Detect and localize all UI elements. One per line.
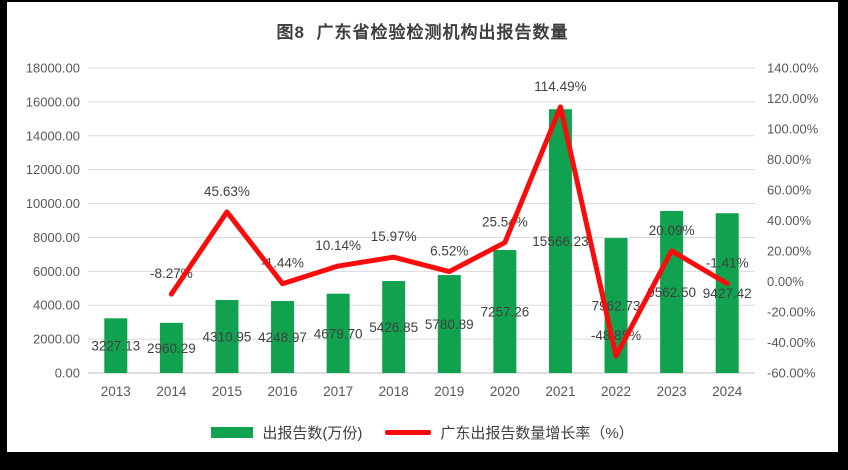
- bar-2018: [382, 281, 406, 373]
- right-axis-tick-80: 80.00%: [767, 152, 812, 167]
- left-axis-tick-2000: 2000.00: [33, 332, 80, 347]
- pct-label-2015: 45.63%: [204, 184, 250, 199]
- chart-title: 图8 广东省检验检测机构出报告数量: [276, 23, 569, 42]
- right-axis-tick-0: 0.00%: [767, 274, 804, 289]
- right-axis-tick-120: 120.00%: [767, 91, 819, 106]
- right-axis-tick-60: 60.00%: [767, 183, 812, 198]
- bar-2021: [548, 109, 572, 373]
- bar-2024: [715, 213, 739, 373]
- legend: 出报告数(万份) 广东出报告数量增长率（%）: [7, 422, 838, 443]
- bar-label-2015: 4310.95: [203, 329, 252, 344]
- bar-label-2020: 7257.26: [480, 305, 529, 320]
- right-axis-tick--40: -40.00%: [767, 335, 816, 350]
- right-axis-tick-100: 100.00%: [767, 122, 819, 137]
- left-axis-tick-16000: 16000.00: [26, 94, 80, 109]
- pct-label-2024: -1.41%: [706, 256, 749, 271]
- bar-label-2014: 2960.29: [147, 341, 196, 356]
- bar-2020: [493, 250, 517, 373]
- bar-label-2017: 4679.70: [314, 326, 363, 341]
- pct-label-2020: 25.54%: [482, 215, 528, 230]
- bar-label-2013: 3227.13: [91, 339, 140, 354]
- growth-rate-line: [168, 104, 730, 359]
- bar-label-2019: 5780.89: [425, 317, 474, 332]
- left-axis-tick-12000: 12000.00: [26, 162, 80, 177]
- pct-label-2018: 15.97%: [371, 229, 417, 244]
- pct-label-2017: 10.14%: [315, 238, 361, 253]
- pct-label-2022: -48.85%: [591, 328, 641, 343]
- bar-label-2021: 15566.23: [532, 234, 588, 249]
- left-axis-tick-10000: 10000.00: [26, 196, 80, 211]
- right-axis-tick-20: 20.00%: [767, 244, 812, 259]
- x-axis-label-2017: 2017: [323, 384, 353, 399]
- x-axis-label-2024: 2024: [712, 384, 743, 399]
- bar-label-2018: 5426.85: [369, 320, 418, 335]
- legend-line-swatch: [385, 430, 432, 435]
- left-axis-tick-14000: 14000.00: [26, 128, 80, 143]
- x-axis-label-2019: 2019: [434, 384, 464, 399]
- left-axis-tick-6000: 6000.00: [33, 264, 80, 279]
- bar-label-2024: 9427.42: [703, 286, 752, 301]
- x-axis-label-2015: 2015: [212, 384, 242, 399]
- right-axis-tick--60: -60.00%: [767, 366, 816, 381]
- legend-bar-swatch: [211, 427, 254, 438]
- legend-line-label: 广东出报告数量增长率（%）: [440, 425, 634, 442]
- chart-panel: 0.00 2000.00 4000.00 6000.00 8000.00 10000.00…: [7, 2, 838, 452]
- pct-label-2019: 6.52%: [430, 244, 468, 259]
- bar-2013: [104, 318, 128, 373]
- left-axis-tick-8000: 8000.00: [33, 230, 80, 245]
- combo-chart: 0.00 2000.00 4000.00 6000.00 8000.00 10000.00…: [7, 2, 838, 452]
- right-axis-tick-40: 40.00%: [767, 213, 812, 228]
- x-axis-label-2023: 2023: [657, 384, 687, 399]
- left-axis-tick-0: 0.00: [55, 366, 80, 381]
- x-axis-label-2018: 2018: [379, 384, 409, 399]
- x-axis-label-2013: 2013: [101, 384, 131, 399]
- left-axis-tick-4000: 4000.00: [33, 298, 80, 313]
- bar-label-2016: 4248.97: [258, 330, 307, 345]
- x-axis-label-2020: 2020: [490, 384, 520, 399]
- pct-label-2021: 114.49%: [534, 79, 586, 94]
- bar-2017: [326, 293, 350, 373]
- x-axis-label-2014: 2014: [156, 384, 187, 399]
- left-axis-tick-18000: 18000.00: [26, 61, 80, 76]
- x-axis-label-2022: 2022: [601, 384, 631, 399]
- pct-label-2023: 20.09%: [649, 223, 695, 238]
- legend-bar-label: 出报告数(万份): [262, 425, 363, 442]
- bar-2019: [437, 275, 461, 373]
- bar-2016: [271, 301, 295, 373]
- x-axis-label-2016: 2016: [268, 384, 298, 399]
- right-axis-tick-140: 140.00%: [767, 61, 819, 76]
- bar-label-2022: 7962.73: [592, 299, 641, 314]
- bar-2015: [215, 299, 239, 373]
- bar-label-2023: 9562.50: [647, 285, 696, 300]
- bar-2014: [159, 322, 183, 373]
- right-axis-tick--20: -20.00%: [767, 305, 816, 320]
- x-axis-label-2021: 2021: [545, 384, 575, 399]
- chart-svg: 0.00 2000.00 4000.00 6000.00 8000.00 10000.00…: [26, 61, 819, 400]
